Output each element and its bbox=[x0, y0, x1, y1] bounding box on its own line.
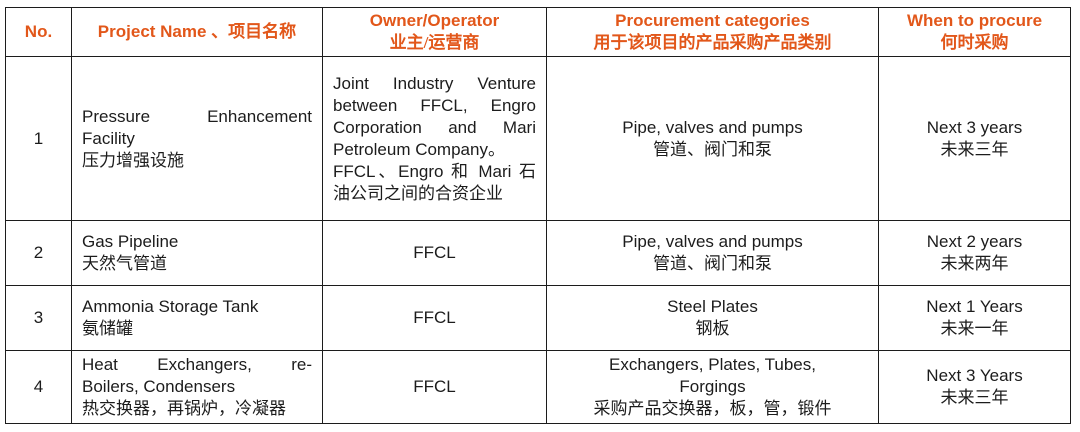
cell-line: Next 3 Years bbox=[926, 366, 1023, 385]
cell-line: 氨储罐 bbox=[82, 319, 133, 338]
cell-line: Next 3 years bbox=[926, 117, 1023, 137]
row-number: 4 bbox=[5, 350, 72, 424]
table-row-1: 1 Pressure Enhancement Facility 压力增强设施 Joi… bbox=[5, 56, 1071, 221]
cell-line: 用于该项目的产品采购产品类别 bbox=[593, 33, 832, 52]
cell-line: 油公司之间的合资企业 bbox=[333, 183, 503, 203]
cell-line: 管道、阀门和泵 bbox=[653, 139, 772, 159]
cell-line: 压力增强设施 bbox=[82, 150, 184, 170]
cell-line: Joint Industry Venture bbox=[333, 73, 536, 93]
cell-line: 未来三年 bbox=[940, 139, 1009, 159]
column-header-owner-operator: Owner/Operator 业主/运营商 bbox=[322, 7, 547, 57]
procurement-categories-cell: Steel Plates 钢板 bbox=[546, 285, 879, 351]
cell-line: Procurement categories bbox=[615, 11, 810, 30]
row-number: 2 bbox=[5, 220, 72, 286]
procurement-table: No. Project Name 、项目名称 Owner/Operator 业主/… bbox=[5, 7, 1071, 424]
cell-line: 管道、阀门和泵 bbox=[653, 254, 772, 273]
procurement-categories-cell: Pipe, valves and pumps 管道、阀门和泵 bbox=[546, 56, 879, 221]
cell-line: Heat Exchangers, re- bbox=[82, 355, 312, 374]
header-row: No. Project Name 、项目名称 Owner/Operator 业主/… bbox=[5, 7, 1071, 57]
row-number: 3 bbox=[5, 285, 72, 351]
owner-operator-cell: FFCL bbox=[322, 220, 547, 286]
cell-line: 天然气管道 bbox=[82, 254, 167, 273]
cell-line: Gas Pipeline bbox=[82, 232, 179, 251]
project-name-cell: Heat Exchangers, re- Boilers, Condensers 热… bbox=[71, 350, 323, 424]
cell-line: Corporation and Mari bbox=[333, 117, 536, 137]
project-name-cell: Pressure Enhancement Facility 压力增强设施 bbox=[71, 56, 323, 221]
column-header-no: No. bbox=[5, 7, 72, 57]
when-to-procure-cell: Next 3 Years 未来三年 bbox=[878, 350, 1071, 424]
row-number: 1 bbox=[5, 56, 72, 221]
project-name-cell: Gas Pipeline 天然气管道 bbox=[71, 220, 323, 286]
cell-line: Exchangers, Plates, Tubes, bbox=[609, 355, 816, 374]
cell-line: 热交换器，再锅炉，冷凝器 bbox=[82, 399, 286, 418]
owner-operator-cell: FFCL bbox=[322, 285, 547, 351]
cell-line: 何时采购 bbox=[940, 33, 1009, 52]
procurement-categories-cell: Pipe, valves and pumps 管道、阀门和泵 bbox=[546, 220, 879, 286]
when-to-procure-cell: Next 1 Years 未来一年 bbox=[878, 285, 1071, 351]
cell-line: FFCL、Engro 和 Mari 石 bbox=[333, 161, 536, 181]
table-row-4: 4 Heat Exchangers, re- Boilers, Condenser… bbox=[5, 350, 1071, 424]
cell-line: 采购产品交换器，板，管，锻件 bbox=[593, 399, 832, 418]
cell-line: Facility bbox=[82, 128, 135, 148]
procurement-table-container: No. Project Name 、项目名称 Owner/Operator 业主/… bbox=[5, 7, 1071, 424]
cell-line: Steel Plates bbox=[667, 297, 758, 316]
cell-line: Pipe, valves and pumps bbox=[622, 232, 803, 251]
when-to-procure-cell: Next 3 years 未来三年 bbox=[878, 56, 1071, 221]
cell-line: Boilers, Condensers bbox=[82, 377, 236, 396]
cell-line: Next 1 Years bbox=[926, 297, 1023, 316]
cell-line: Pressure Enhancement bbox=[82, 106, 312, 126]
procurement-categories-cell: Exchangers, Plates, Tubes, Forgings 采购产品交换… bbox=[546, 350, 879, 424]
cell-line: 未来一年 bbox=[940, 319, 1009, 338]
cell-line: Pipe, valves and pumps bbox=[622, 117, 803, 137]
cell-line: Owner/Operator bbox=[369, 11, 500, 30]
cell-line: between FFCL, Engro bbox=[333, 95, 536, 115]
table-row-3: 3 Ammonia Storage Tank 氨储罐 FFCL Steel Pla… bbox=[5, 285, 1071, 351]
cell-line: Forgings bbox=[679, 377, 746, 396]
cell-line: 未来两年 bbox=[940, 254, 1009, 273]
cell-line: Next 2 years bbox=[926, 232, 1023, 251]
when-to-procure-cell: Next 2 years 未来两年 bbox=[878, 220, 1071, 286]
cell-line: 未来三年 bbox=[940, 388, 1009, 407]
owner-operator-cell: Joint Industry Venture between FFCL, Engr… bbox=[322, 56, 547, 221]
owner-operator-cell: FFCL bbox=[322, 350, 547, 424]
cell-line: Ammonia Storage Tank bbox=[82, 297, 259, 316]
cell-line: 业主/运营商 bbox=[389, 33, 480, 52]
column-header-procurement-categories: Procurement categories 用于该项目的产品采购产品类别 bbox=[546, 7, 879, 57]
table-row-2: 2 Gas Pipeline 天然气管道 FFCL Pipe, valves an… bbox=[5, 220, 1071, 286]
column-header-when-to-procure: When to procure 何时采购 bbox=[878, 7, 1071, 57]
cell-line: 钢板 bbox=[695, 319, 730, 338]
column-header-project-name: Project Name 、项目名称 bbox=[71, 7, 323, 57]
cell-line: When to procure bbox=[906, 11, 1043, 30]
cell-line: Petroleum Company。 bbox=[333, 139, 505, 159]
project-name-cell: Ammonia Storage Tank 氨储罐 bbox=[71, 285, 323, 351]
